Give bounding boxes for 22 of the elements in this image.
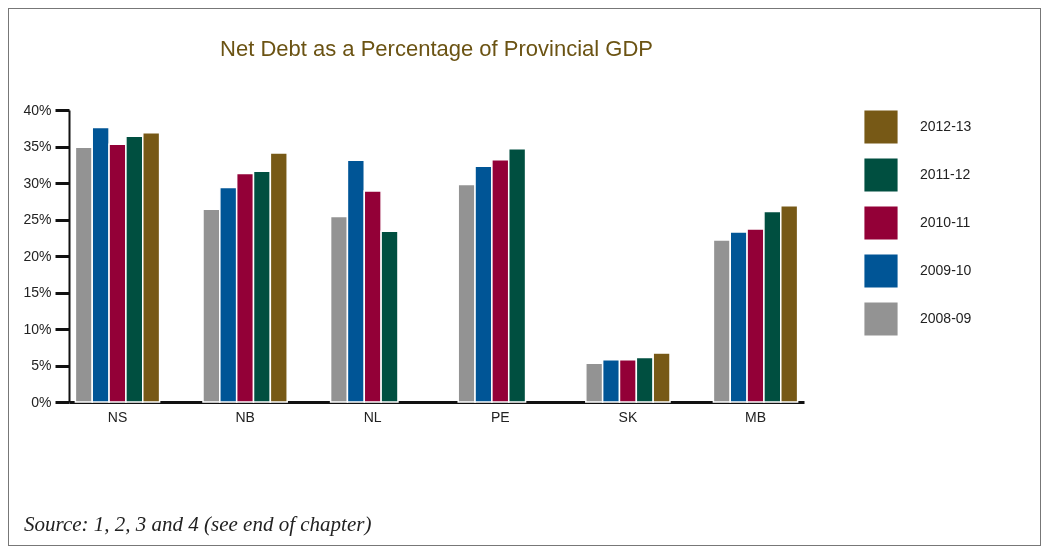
y-tick-label: 25%: [23, 211, 52, 227]
y-tick-label: 40%: [23, 101, 52, 118]
legend-label: 2011-12: [920, 166, 971, 182]
source-note: Source: 1, 2, 3 and 4 (see end of chapter): [24, 512, 372, 537]
x-tick-label: NS: [107, 408, 128, 425]
x-tick-label: NB: [235, 408, 255, 425]
x-tick-label: SK: [618, 408, 638, 425]
y-tick-label: 5%: [31, 357, 52, 373]
y-tick-label: 15%: [23, 284, 52, 300]
y-tick-label: 20%: [23, 247, 52, 264]
x-tick-label: MB: [745, 408, 767, 425]
y-tick-label: 30%: [23, 174, 52, 191]
chart-title: Net Debt as a Percentage of Provincial GDP: [220, 36, 653, 61]
y-tick-label: 10%: [23, 320, 52, 337]
x-tick-label: PE: [490, 408, 510, 425]
legend-label: 2009-10: [920, 262, 972, 278]
legend-label: 2012-13: [920, 118, 972, 134]
y-tick-label: 0%: [31, 393, 52, 410]
legend-label: 2010-11: [920, 214, 971, 230]
x-tick-label: NL: [363, 408, 382, 425]
legend-label: 2008-09: [920, 310, 972, 326]
y-tick-label: 35%: [23, 138, 52, 154]
